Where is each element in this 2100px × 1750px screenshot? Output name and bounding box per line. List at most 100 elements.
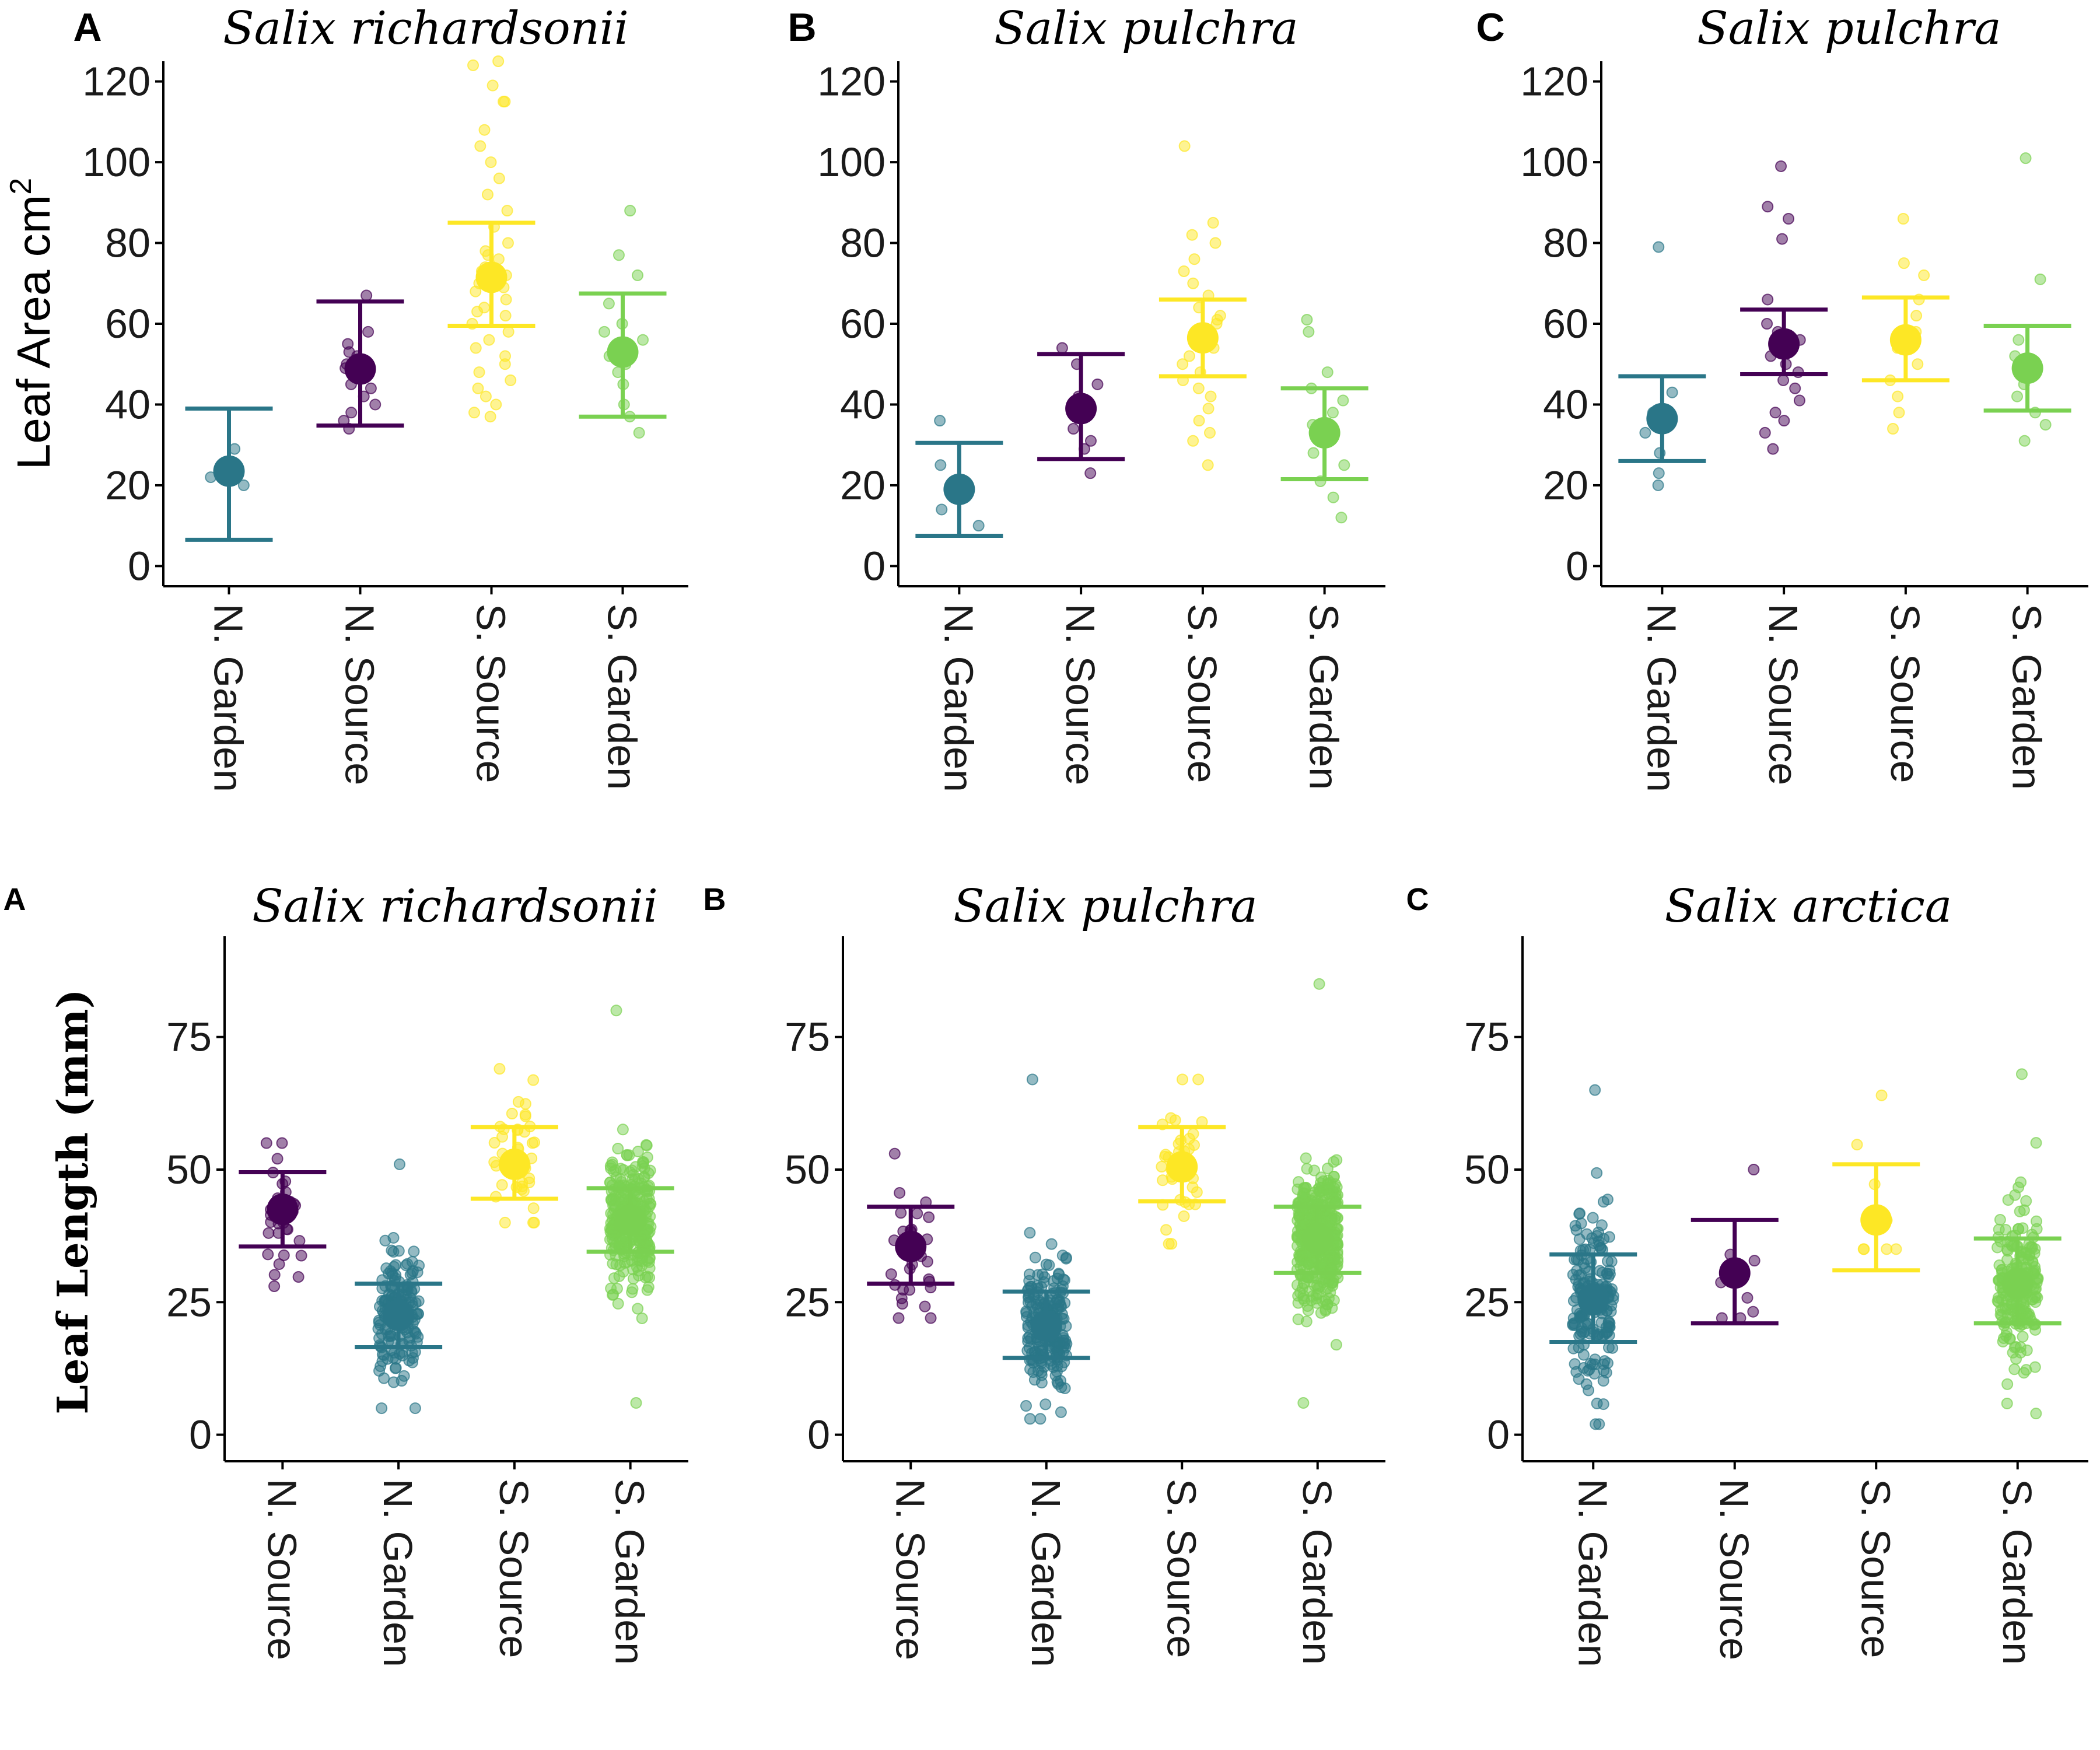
x-category-label: S. Garden — [2004, 604, 2050, 790]
data-point — [1322, 1162, 1334, 1174]
data-point — [1327, 491, 1339, 503]
data-point — [1575, 1217, 1587, 1230]
data-point — [237, 479, 250, 491]
data-point — [1192, 382, 1205, 394]
x-category-label: N. Garden — [1570, 1479, 1615, 1667]
data-point — [1875, 1089, 1888, 1101]
data-point — [894, 1186, 906, 1199]
data-point — [1892, 390, 1904, 402]
data-point — [904, 1284, 916, 1296]
data-point — [387, 1376, 400, 1388]
data-point — [1639, 426, 1651, 439]
data-point — [528, 1216, 540, 1228]
data-point — [1055, 1406, 1067, 1418]
data-point — [1160, 1224, 1172, 1236]
series-nsource — [1690, 1164, 1779, 1326]
series-nsource — [867, 1147, 955, 1324]
data-point — [1775, 160, 1787, 172]
data-point — [1020, 1400, 1032, 1412]
x-category-label: N. Garden — [1023, 1479, 1069, 1667]
panel-5: 0 25 50 75 N. Source N. Garden S. Source S. Gar… — [704, 880, 1385, 1667]
data-point — [911, 1208, 923, 1220]
data-point — [888, 1147, 901, 1160]
panel-4: 0 25 50 75 N. Source N. Garden S. Source S. Gar… — [4, 880, 688, 1667]
data-point — [470, 285, 482, 298]
data-point — [527, 1074, 540, 1086]
data-point — [604, 1233, 616, 1245]
data-point — [1060, 1251, 1072, 1264]
mean-point — [1577, 1283, 1609, 1315]
data-point — [1297, 1397, 1310, 1409]
data-point — [1301, 1163, 1313, 1175]
data-point — [1157, 1174, 1169, 1186]
data-point — [919, 1300, 931, 1312]
data-point — [1747, 1306, 1759, 1318]
y-tick-label: 20 — [105, 463, 150, 508]
y-tick-label: 75 — [785, 1014, 830, 1060]
data-point — [488, 1156, 501, 1168]
y-tick-label: 120 — [817, 59, 886, 104]
data-point — [1893, 407, 1905, 419]
panel-3: 0 20 40 60 80 100 120 N. Garden N. Source S. Sour… — [1476, 2, 2088, 792]
data-point — [1331, 1154, 1343, 1166]
panel-1: 0 20 40 60 80 100 120 N. Garden N. Source S. Sour… — [4, 2, 688, 792]
data-point — [633, 426, 645, 439]
data-point — [1326, 407, 1339, 419]
data-point — [892, 1312, 905, 1324]
data-point — [2001, 1378, 2014, 1390]
data-point — [268, 1280, 281, 1292]
mean-point — [614, 1204, 646, 1236]
data-point — [1591, 1167, 1603, 1179]
x-category-label: S. Garden — [1994, 1479, 2040, 1665]
data-point — [1024, 1413, 1036, 1425]
data-point — [612, 1143, 624, 1155]
data-point — [1993, 1259, 2006, 1272]
data-point — [501, 205, 513, 217]
y-tick-label: 20 — [1543, 463, 1588, 508]
x-category-label: N. Garden — [1639, 604, 1684, 792]
data-point — [1597, 1398, 1609, 1410]
mean-point — [895, 1230, 927, 1262]
data-point — [408, 1245, 420, 1258]
data-point — [1994, 1213, 2006, 1226]
data-point — [468, 407, 481, 419]
mean-point — [1646, 402, 1678, 435]
data-point — [1177, 358, 1189, 370]
data-point — [895, 1207, 907, 1219]
data-point — [1187, 277, 1199, 289]
data-point — [502, 326, 514, 338]
mean-point — [1030, 1310, 1062, 1342]
series-ssource — [1861, 213, 1950, 435]
data-point — [278, 1249, 290, 1261]
data-point — [1761, 318, 1773, 330]
data-point — [1051, 1376, 1063, 1388]
y-tick-label: 25 — [785, 1279, 830, 1325]
x-category-label: S. Source — [1180, 604, 1225, 783]
data-point — [1040, 1398, 1052, 1410]
data-point — [632, 1303, 644, 1315]
data-point — [373, 1332, 386, 1345]
series-ssource — [470, 1063, 558, 1228]
data-point — [1653, 241, 1665, 253]
data-point — [1338, 459, 1350, 471]
data-point — [1898, 257, 1910, 270]
y-axis-title: Leaf Area cm2 — [4, 178, 60, 470]
data-point — [472, 382, 484, 394]
series-ngarden — [1002, 1073, 1090, 1425]
y-tick-label: 25 — [1464, 1279, 1510, 1325]
data-point — [1653, 467, 1665, 480]
y-tick-label: 100 — [82, 139, 150, 185]
data-point — [1205, 390, 1217, 402]
data-point — [2001, 1397, 2013, 1409]
y-tick-label: 40 — [1543, 382, 1588, 427]
data-point — [406, 1356, 418, 1368]
panel-title: Salix pulchra — [953, 880, 1257, 933]
x-category-label: S. Source — [1882, 604, 1928, 783]
data-point — [1776, 233, 1788, 245]
data-point — [608, 1272, 620, 1284]
data-point — [1187, 435, 1199, 447]
data-point — [295, 1250, 307, 1262]
mean-point — [607, 336, 639, 368]
data-point — [1193, 415, 1205, 427]
data-point — [632, 1146, 644, 1158]
